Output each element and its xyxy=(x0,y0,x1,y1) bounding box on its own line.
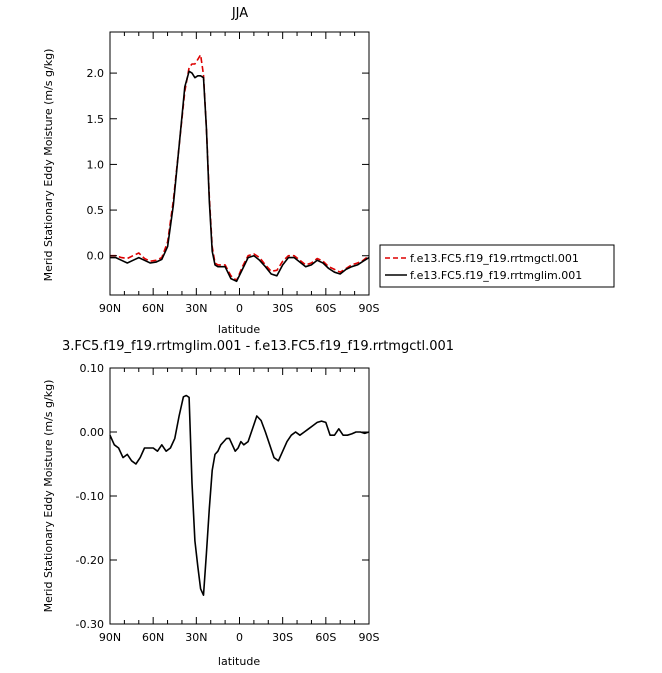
bottom-x-tick-label: 90N xyxy=(99,631,121,644)
bottom-x-tick-label: 60N xyxy=(142,631,164,644)
bottom-series-line-0 xyxy=(109,394,370,597)
top-plot-frame xyxy=(109,31,370,296)
top-y-tick-label: 0.5 xyxy=(87,204,105,217)
top-series-line-1 xyxy=(110,70,370,283)
bottom-y-tick-label: -0.30 xyxy=(76,618,104,631)
top-y-ticks: 0.0 0.5 1.0 1.5 2.0 xyxy=(87,67,369,263)
top-x-tick-label: 0 xyxy=(236,302,243,315)
legend-box xyxy=(379,244,615,288)
top-x-tick-label: 60S xyxy=(315,302,336,315)
bottom-y-axis-label: Merid Stationary Eddy Moisture (m/s g/kg… xyxy=(42,380,55,613)
bottom-chart-title: 3.FC5.f19_f19.rrtmglim.001 - f.e13.FC5.f… xyxy=(62,339,454,354)
top-x-tick-label: 30N xyxy=(185,302,207,315)
bottom-x-axis-label: latitude xyxy=(218,655,260,668)
top-x-tick-label: 60N xyxy=(142,302,164,315)
top-x-tick-label: 90S xyxy=(359,302,380,315)
legend-label-lim: f.e13.FC5.f19_f19.rrtmglim.001 xyxy=(410,269,582,282)
bottom-x-tick-label: 30S xyxy=(272,631,293,644)
bottom-x-tick-label: 30N xyxy=(185,631,207,644)
legend-label-ctl: f.e13.FC5.f19_f19.rrtmgctl.001 xyxy=(410,252,579,265)
bottom-y-tick-label: 0.00 xyxy=(80,426,105,439)
top-y-tick-label: 1.5 xyxy=(87,113,105,126)
legend: f.e13.FC5.f19_f19.rrtmgctl.001 f.e13.FC5… xyxy=(379,244,615,288)
bottom-y-tick-label: -0.20 xyxy=(76,554,104,567)
bottom-y-tick-label: -0.10 xyxy=(76,490,104,503)
bottom-series-group xyxy=(109,394,370,597)
top-chart-title: JJA xyxy=(231,6,248,21)
top-y-tick-label: 0.0 xyxy=(87,250,105,263)
bottom-y-ticks: 0.10 0.00 -0.10 -0.20 -0.30 xyxy=(76,362,369,631)
top-series-group xyxy=(110,53,370,283)
top-series-line-0 xyxy=(110,53,370,282)
top-y-axis-label: Merid Stationary Eddy Moisture (m/s g/kg… xyxy=(42,49,55,282)
bottom-x-tick-label: 60S xyxy=(315,631,336,644)
bottom-x-ticks: 90N 60N 30N 0 30S 60S 90S xyxy=(99,368,380,644)
top-y-tick-label: 1.0 xyxy=(87,158,105,171)
top-x-axis-label: latitude xyxy=(218,323,260,336)
bottom-x-tick-label: 0 xyxy=(236,631,243,644)
top-x-ticks: 90N 60N 30N 0 30S 60S 90S xyxy=(99,32,380,315)
top-panel: JJA 0.00.51.01.52.0 90N 60N 30N 0 30S 60S 90S … xyxy=(42,6,615,336)
bottom-plot-frame xyxy=(109,367,370,625)
top-x-tick-label: 30S xyxy=(272,302,293,315)
bottom-panel: 3.FC5.f19_f19.rrtmglim.001 - f.e13.FC5.f… xyxy=(42,339,454,668)
top-x-tick-label: 90N xyxy=(99,302,121,315)
bottom-x-tick-label: 90S xyxy=(359,631,380,644)
bottom-y-tick-label: 0.10 xyxy=(80,362,105,375)
top-y-tick-label: 2.0 xyxy=(87,67,105,80)
